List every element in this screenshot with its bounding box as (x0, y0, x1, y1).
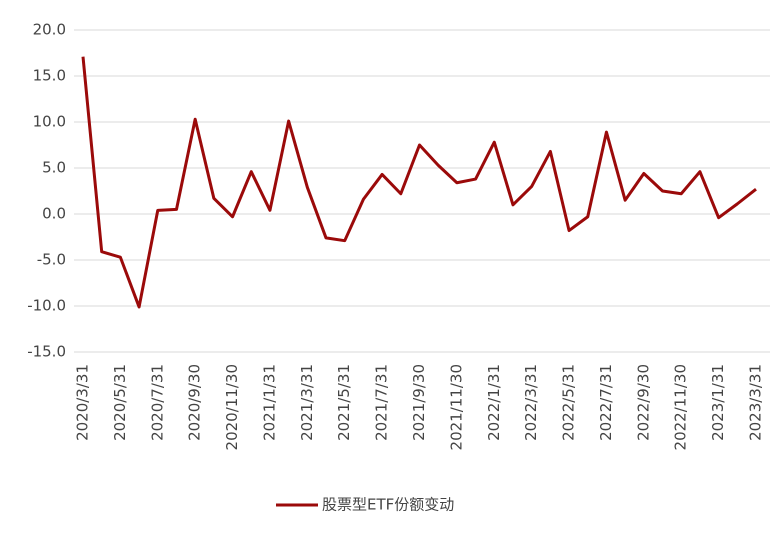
x-tick-label: 2020/9/30 (186, 364, 204, 441)
x-tick-label: 2020/11/30 (223, 364, 241, 450)
x-tick-label: 2021/3/31 (298, 364, 316, 441)
x-tick-label: 2023/3/31 (747, 364, 765, 441)
legend-label: 股票型ETF份额变动 (322, 496, 454, 514)
y-tick-label: 5.0 (42, 159, 66, 177)
y-tick-label: 20.0 (33, 21, 66, 39)
y-tick-label: -10.0 (27, 297, 66, 315)
x-tick-label: 2021/1/31 (260, 364, 278, 441)
x-tick-label: 2020/5/31 (111, 364, 129, 441)
x-tick-label: 2021/7/31 (373, 364, 391, 441)
x-tick-label: 2022/7/31 (597, 364, 615, 441)
x-tick-label: 2022/11/30 (672, 364, 690, 450)
x-tick-label: 2023/1/31 (709, 364, 727, 441)
x-tick-label: 2021/11/30 (447, 364, 465, 450)
x-tick-label: 2022/3/31 (522, 364, 540, 441)
y-tick-label: -15.0 (27, 343, 66, 361)
x-tick-label: 2020/7/31 (148, 364, 166, 441)
y-tick-label: 15.0 (33, 67, 66, 85)
line-series (81, 56, 757, 309)
x-tick-label: 2021/5/31 (335, 364, 353, 441)
y-tick-label: 0.0 (42, 205, 66, 223)
x-tick-label: 2020/3/31 (74, 364, 92, 441)
x-tick-label: 2022/5/31 (560, 364, 578, 441)
y-tick-label: 10.0 (33, 113, 66, 131)
x-tick-label: 2021/9/30 (410, 364, 428, 441)
x-tick-label: 2022/1/31 (485, 364, 503, 441)
y-tick-label: -5.0 (37, 251, 66, 269)
x-tick-label: 2022/9/30 (634, 364, 652, 441)
